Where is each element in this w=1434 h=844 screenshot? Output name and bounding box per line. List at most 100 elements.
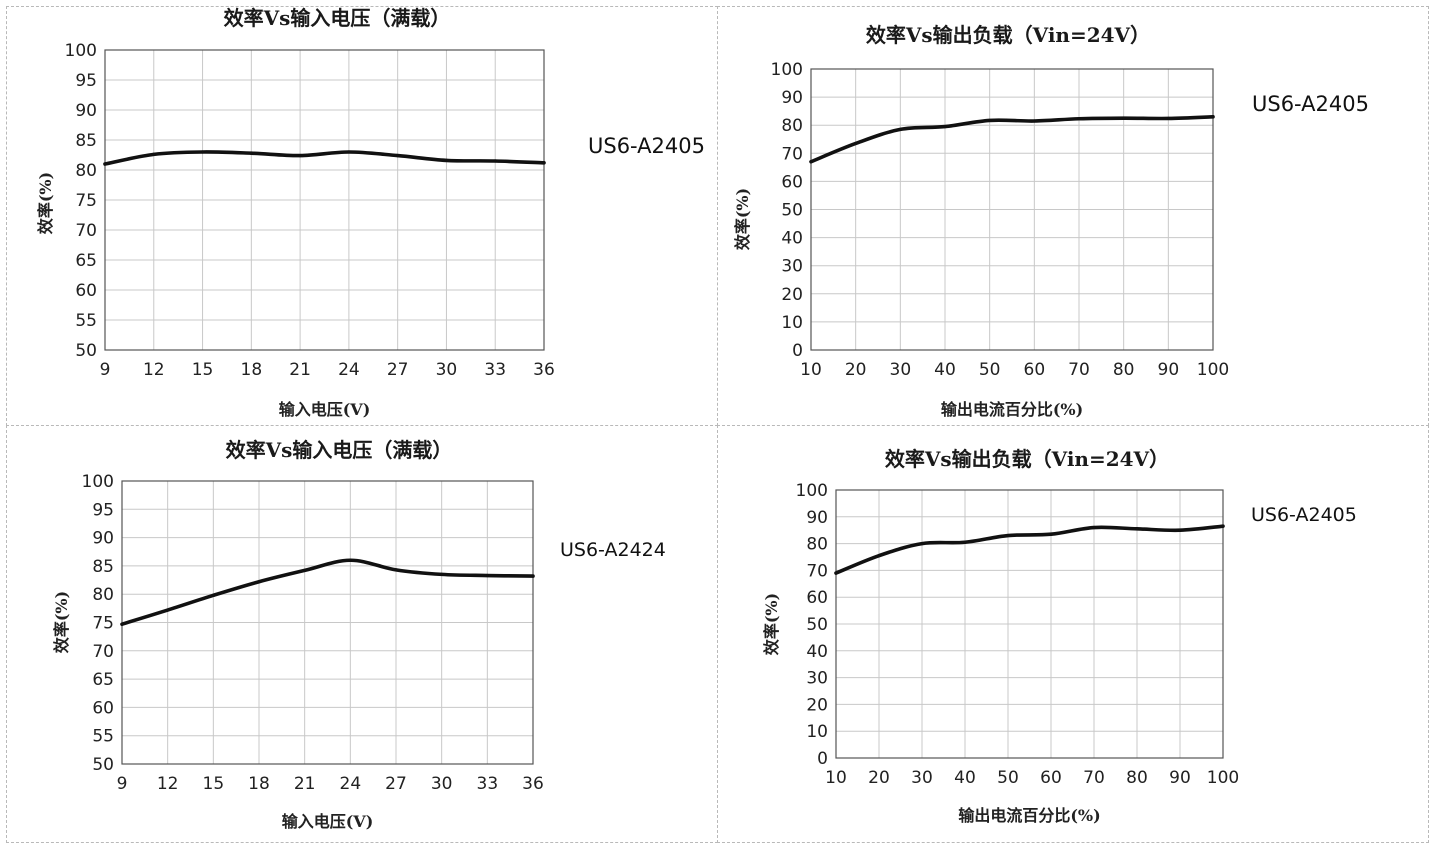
y-tick-label: 50 bbox=[781, 201, 803, 221]
x-tick-label: 9 bbox=[117, 774, 128, 794]
y-tick-label: 100 bbox=[82, 472, 114, 492]
y-axis-label: 效率(%) bbox=[762, 593, 781, 655]
x-tick-label: 20 bbox=[868, 768, 890, 788]
y-tick-label: 80 bbox=[75, 161, 97, 181]
chart-panel-4: 效率Vs输出负载（Vin=24V） 10 20 30 40 50 60 70 80 90 100 0 1… bbox=[717, 425, 1429, 843]
x-tick-label: 40 bbox=[934, 360, 956, 380]
data-point bbox=[298, 154, 302, 158]
y-axis-label: 效率(%) bbox=[52, 591, 71, 653]
data-point bbox=[834, 571, 838, 575]
data-point bbox=[542, 161, 546, 165]
y-axis-label: 效率(%) bbox=[36, 172, 55, 234]
x-tick-label: 10 bbox=[825, 768, 847, 788]
data-point bbox=[396, 154, 400, 158]
y-tick-label: 90 bbox=[806, 508, 828, 528]
x-tick-label: 60 bbox=[1024, 360, 1046, 380]
chart-title: 效率Vs输出负载（Vin=24V） bbox=[885, 447, 1169, 471]
data-point bbox=[963, 540, 967, 544]
y-tick-label: 80 bbox=[92, 585, 114, 605]
efficiency-vs-output-load-chart: 效率Vs输出负载（Vin=24V）10 20 30 40 50 60 70 80 90 10001… bbox=[733, 23, 1229, 419]
data-point bbox=[211, 593, 215, 597]
plot-area-border bbox=[104, 49, 545, 351]
data-point bbox=[1006, 533, 1010, 538]
y-tick-label: 20 bbox=[806, 695, 828, 715]
data-point bbox=[444, 158, 449, 162]
y-tick-label: 90 bbox=[75, 101, 97, 121]
data-point bbox=[1077, 117, 1081, 121]
data-point bbox=[877, 554, 881, 558]
model-label: US6-A2405 bbox=[1252, 92, 1369, 116]
data-point bbox=[809, 160, 813, 164]
data-point bbox=[920, 542, 924, 546]
x-tick-label: 30 bbox=[436, 360, 458, 380]
x-tick-label: 24 bbox=[338, 360, 360, 380]
data-point bbox=[854, 141, 858, 146]
y-tick-label: 10 bbox=[781, 313, 803, 333]
y-tick-label: 55 bbox=[75, 311, 97, 331]
y-tick-label: 100 bbox=[796, 481, 828, 501]
y-tick-label: 65 bbox=[75, 251, 97, 271]
x-tick-label: 15 bbox=[203, 774, 225, 794]
x-axis-label: 输出电流百分比(%) bbox=[958, 806, 1100, 825]
y-tick-label: 40 bbox=[806, 642, 828, 662]
x-tick-label: 24 bbox=[340, 774, 362, 794]
model-label: US6-A2424 bbox=[560, 539, 666, 561]
x-tick-label: 18 bbox=[248, 774, 270, 794]
x-axis-label: 输入电压(V) bbox=[282, 812, 374, 831]
data-point bbox=[440, 572, 444, 576]
x-axis-label: 输入电压(V) bbox=[279, 400, 371, 419]
y-tick-label: 55 bbox=[92, 727, 114, 747]
y-tick-label: 50 bbox=[75, 341, 97, 361]
data-point bbox=[348, 558, 352, 562]
data-point bbox=[200, 150, 205, 154]
y-tick-label: 60 bbox=[92, 698, 114, 718]
chart-panel-2: 效率Vs输出负载（Vin=24V） 10 20 30 40 50 60 70 80 90 100 0 1… bbox=[717, 6, 1429, 426]
x-tick-label: 21 bbox=[289, 360, 311, 380]
x-tick-label: 90 bbox=[1169, 768, 1191, 788]
data-point bbox=[257, 580, 261, 584]
x-tick-label: 50 bbox=[997, 768, 1019, 788]
y-tick-label: 80 bbox=[806, 535, 828, 555]
data-point bbox=[943, 125, 947, 129]
data-point bbox=[249, 151, 253, 155]
efficiency-vs-input-voltage-chart: 效率Vs输入电压（满载） 9 12 15 18 21 24 27 30 33 36 50 55 60 65 7… bbox=[36, 7, 555, 419]
y-tick-label: 95 bbox=[75, 71, 97, 91]
x-tick-label: 100 bbox=[1197, 360, 1229, 380]
x-tick-label: 12 bbox=[157, 774, 179, 794]
y-tick-label: 70 bbox=[92, 642, 114, 662]
chart-title: 效率Vs输入电压（满载） bbox=[226, 438, 453, 462]
y-tick-label: 100 bbox=[65, 41, 97, 61]
data-point bbox=[1166, 116, 1170, 121]
data-point bbox=[493, 159, 497, 163]
efficiency-vs-output-load-chart: 效率Vs输出负载（Vin=24V）10 20 30 40 50 60 70 80 90 10001… bbox=[762, 447, 1239, 825]
x-tick-label: 80 bbox=[1113, 360, 1135, 380]
plot-area-border bbox=[810, 68, 1214, 351]
x-tick-label: 27 bbox=[387, 360, 409, 380]
data-point bbox=[394, 568, 398, 572]
y-tick-label: 20 bbox=[781, 285, 803, 305]
x-tick-label: 40 bbox=[954, 768, 976, 788]
y-tick-label: 85 bbox=[75, 131, 97, 151]
x-tick-label: 90 bbox=[1158, 360, 1180, 380]
x-tick-label: 12 bbox=[143, 360, 165, 380]
data-point bbox=[303, 568, 307, 573]
data-point bbox=[1178, 528, 1182, 532]
data-point bbox=[988, 118, 992, 123]
y-tick-label: 100 bbox=[771, 60, 803, 80]
y-tick-label: 60 bbox=[75, 281, 97, 301]
x-tick-label: 30 bbox=[431, 774, 453, 794]
plot-area-border bbox=[835, 489, 1224, 759]
chart-panel-3: 效率Vs输入电压（满载） 9 12 15 18 21 24 27 30 33 36 50 55 60 65 7… bbox=[6, 425, 718, 843]
y-tick-label: 90 bbox=[781, 88, 803, 108]
y-tick-label: 50 bbox=[92, 755, 114, 775]
data-point bbox=[1221, 524, 1225, 528]
data-point bbox=[485, 573, 489, 578]
x-tick-label: 33 bbox=[477, 774, 499, 794]
x-tick-label: 33 bbox=[484, 360, 506, 380]
x-tick-label: 30 bbox=[911, 768, 933, 788]
efficiency-series-line bbox=[834, 524, 1225, 575]
efficiency-series-line bbox=[809, 114, 1215, 164]
x-tick-label: 15 bbox=[192, 360, 214, 380]
x-tick-label: 30 bbox=[890, 360, 912, 380]
y-tick-label: 75 bbox=[75, 191, 97, 211]
